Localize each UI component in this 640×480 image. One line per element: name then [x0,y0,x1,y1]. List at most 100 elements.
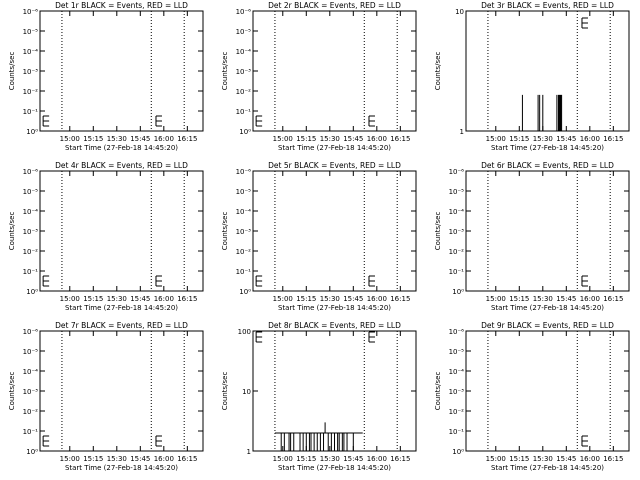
y-tick-label: 10⁻³ [23,228,39,236]
panel-8: Det 8r BLACK = Events, RED = LLD 1 10 100 Co… [221,321,417,472]
y-tick-label: 10⁻¹ [449,268,465,276]
x-tick-label: 16:15 [177,135,197,143]
y-tick-label: 10⁻⁶ [449,328,465,336]
y-tick-label: 10⁻³ [236,68,252,76]
y-tick-label: 10⁻² [23,248,39,256]
x-tick-label: 15:00 [60,135,80,143]
x-axis-label: Start Time (27-Feb-18 14:45:20) [65,144,178,152]
y-axis-label: Counts/sec [434,372,442,411]
y-axis-label: Counts/sec [8,52,16,91]
y-axis-label: Counts/sec [221,52,229,91]
y-tick-label: 10⁻¹ [23,428,39,436]
y-tick-label: 10⁰ [452,448,464,456]
x-tick-label: 15:15 [509,295,529,303]
panel-title: Det 2r BLACK = Events, RED = LLD [268,1,401,10]
x-tick-label: 15:45 [130,135,150,143]
error-bar-marker [42,435,50,447]
error-bar-marker [255,275,263,287]
y-tick-label: 10⁻⁶ [23,168,39,176]
error-bar-marker [368,275,375,287]
x-tick-label: 16:00 [367,135,387,143]
x-tick-label: 15:30 [107,455,127,463]
y-tick-label: 10⁻⁴ [23,208,39,216]
x-tick-label: 15:00 [60,295,80,303]
x-tick-label: 16:15 [390,135,410,143]
y-tick-label: 10⁻⁶ [236,168,252,176]
x-tick-label: 15:30 [107,295,127,303]
panel-7: Det 7r BLACK = Events, RED = LLD 10⁻⁶ 10⁻⁵… [8,321,204,472]
y-tick-label: 10⁻⁵ [449,348,465,356]
x-tick-label: 16:15 [177,455,197,463]
y-tick-label: 10⁰ [239,128,251,136]
y-tick-label: 10⁻⁶ [449,168,465,176]
x-tick-label: 15:30 [320,295,340,303]
x-tick-label: 15:45 [130,295,150,303]
plot-frame [39,10,204,132]
x-tick-label: 16:00 [154,295,174,303]
y-tick-label: 10⁻¹ [236,108,252,116]
y-tick-label: 10⁻¹ [236,268,252,276]
x-tick-label: 15:45 [343,295,363,303]
x-tick-label: 15:15 [296,135,316,143]
x-tick-label: 16:00 [580,455,600,463]
panel-title: Det 6r BLACK = Events, RED = LLD [481,161,614,170]
plot-frame [465,330,630,452]
x-tick-label: 15:15 [296,455,316,463]
panel-title: Det 5r BLACK = Events, RED = LLD [268,161,401,170]
plot-frame [252,170,417,292]
x-axis-label: Start Time (27-Feb-18 14:45:20) [278,304,391,312]
y-tick-label: 10⁻² [23,88,39,96]
y-tick-label: 10⁻⁵ [236,28,252,36]
x-tick-label: 16:00 [367,295,387,303]
x-tick-label: 15:15 [83,455,103,463]
x-tick-label: 15:45 [130,455,150,463]
x-tick-label: 15:15 [509,455,529,463]
plot-frame [252,10,417,132]
plot-frame [39,330,204,452]
y-axis-label: Counts/sec [434,212,442,251]
panel-3: Det 3r BLACK = Events, RED = LLD 1 10 Count… [434,1,630,152]
x-tick-label: 16:00 [154,455,174,463]
y-tick-label: 10 [242,388,251,396]
x-tick-label: 15:30 [320,455,340,463]
y-tick-label: 10⁻³ [23,68,39,76]
y-tick-label: 10⁻² [236,88,252,96]
panel-9: Det 9r BLACK = Events, RED = LLD 10⁻⁶ 10⁻⁵… [434,321,630,472]
y-tick-label: 100 [238,328,251,336]
y-tick-label: 10⁰ [452,288,464,296]
y-tick-label: 10⁻⁶ [236,8,252,16]
x-tick-label: 16:15 [603,295,623,303]
y-tick-label: 10⁻² [449,408,465,416]
x-tick-label: 15:30 [320,135,340,143]
x-tick-label: 15:00 [486,135,506,143]
x-tick-label: 16:15 [177,295,197,303]
error-bar-marker [155,115,162,127]
plot-frame [39,170,204,292]
error-bar-marker [255,115,263,127]
y-tick-label: 10⁻¹ [23,108,39,116]
x-tick-label: 15:00 [486,455,506,463]
panel-title: Det 8r BLACK = Events, RED = LLD [268,321,401,330]
y-tick-label: 10⁻¹ [449,428,465,436]
panel-1: Det 1r BLACK = Events, RED = LLD 10⁻⁶ 10⁻⁵… [8,1,204,152]
y-axis-label: Counts/sec [221,212,229,251]
x-tick-label: 15:30 [107,135,127,143]
y-tick-label: 10⁻⁵ [23,188,39,196]
x-tick-label: 15:00 [60,455,80,463]
y-tick-label: 10⁰ [26,448,38,456]
x-axis-label: Start Time (27-Feb-18 14:45:20) [278,144,391,152]
panel-4: Det 4r BLACK = Events, RED = LLD 10⁻⁶ 10⁻⁵… [8,161,204,312]
error-bar-marker [155,275,162,287]
y-tick-label: 10⁻³ [449,388,465,396]
y-tick-label: 10⁻⁴ [23,48,39,56]
x-tick-label: 16:00 [367,455,387,463]
x-tick-label: 16:15 [390,455,410,463]
x-tick-label: 16:15 [603,135,623,143]
x-tick-label: 15:00 [273,295,293,303]
y-axis-label: Counts/sec [8,372,16,411]
x-tick-label: 15:00 [273,455,293,463]
x-tick-label: 16:00 [580,295,600,303]
y-tick-label: 10 [455,8,464,16]
error-bar-marker [155,435,162,447]
error-bar-marker [255,331,263,343]
